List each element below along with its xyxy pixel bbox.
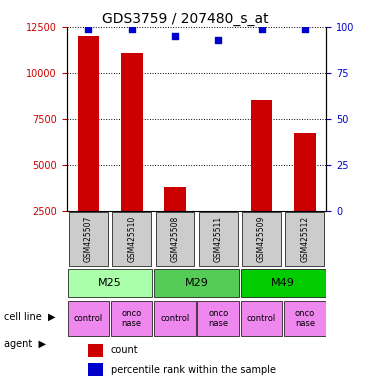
FancyBboxPatch shape bbox=[68, 301, 109, 336]
FancyBboxPatch shape bbox=[197, 301, 239, 336]
FancyBboxPatch shape bbox=[241, 301, 282, 336]
FancyBboxPatch shape bbox=[199, 212, 238, 266]
Text: M25: M25 bbox=[98, 278, 122, 288]
Text: GDS3759 / 207480_s_at: GDS3759 / 207480_s_at bbox=[102, 12, 269, 25]
FancyBboxPatch shape bbox=[155, 212, 194, 266]
Point bbox=[85, 26, 91, 32]
Point bbox=[172, 33, 178, 39]
Text: control: control bbox=[74, 314, 103, 323]
FancyBboxPatch shape bbox=[242, 212, 281, 266]
Text: agent  ▶: agent ▶ bbox=[4, 339, 46, 349]
Point bbox=[259, 26, 265, 32]
Bar bbox=[88, 363, 103, 376]
Text: onco
nase: onco nase bbox=[295, 309, 315, 328]
FancyBboxPatch shape bbox=[112, 212, 151, 266]
Bar bbox=[207, 216, 229, 257]
FancyBboxPatch shape bbox=[68, 269, 152, 297]
Text: onco
nase: onco nase bbox=[122, 309, 142, 328]
Text: GSM425509: GSM425509 bbox=[257, 216, 266, 262]
Text: percentile rank within the sample: percentile rank within the sample bbox=[111, 364, 276, 374]
FancyBboxPatch shape bbox=[69, 212, 108, 266]
Text: M49: M49 bbox=[271, 278, 295, 288]
FancyBboxPatch shape bbox=[241, 269, 326, 297]
FancyBboxPatch shape bbox=[154, 269, 239, 297]
Text: control: control bbox=[160, 314, 190, 323]
Bar bbox=[294, 133, 316, 257]
Bar bbox=[164, 187, 186, 257]
Text: GSM425512: GSM425512 bbox=[301, 216, 309, 262]
Text: control: control bbox=[247, 314, 276, 323]
Bar bbox=[121, 53, 142, 257]
Point bbox=[302, 26, 308, 32]
Text: GSM425508: GSM425508 bbox=[171, 216, 180, 262]
Point bbox=[215, 36, 221, 43]
Text: M29: M29 bbox=[185, 278, 209, 288]
Text: GSM425511: GSM425511 bbox=[214, 216, 223, 262]
FancyBboxPatch shape bbox=[285, 212, 324, 266]
Bar bbox=[251, 100, 272, 257]
Text: GSM425507: GSM425507 bbox=[84, 216, 93, 262]
Bar bbox=[88, 344, 103, 357]
Text: count: count bbox=[111, 346, 138, 356]
FancyBboxPatch shape bbox=[111, 301, 152, 336]
Text: GSM425510: GSM425510 bbox=[127, 216, 136, 262]
Point bbox=[129, 26, 135, 32]
FancyBboxPatch shape bbox=[284, 301, 326, 336]
Text: cell line  ▶: cell line ▶ bbox=[4, 312, 55, 322]
Text: onco
nase: onco nase bbox=[208, 309, 229, 328]
Bar bbox=[78, 36, 99, 257]
FancyBboxPatch shape bbox=[154, 301, 196, 336]
